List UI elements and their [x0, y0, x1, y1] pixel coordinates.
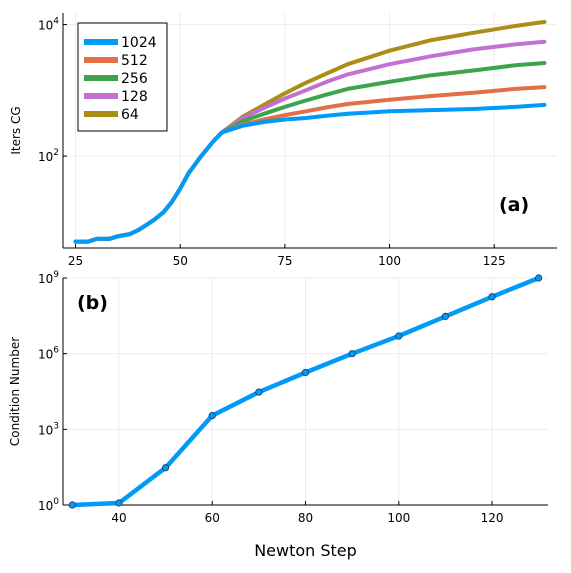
data-point [115, 499, 123, 507]
x-tick-label: 100 [387, 511, 410, 525]
legend-label-256: 256 [121, 71, 148, 87]
data-point [255, 388, 263, 396]
x-tick-label: 80 [298, 511, 313, 525]
data-point [68, 501, 76, 509]
y-tick-label: 104 [38, 17, 59, 33]
legend-label-512: 512 [121, 53, 148, 69]
legend: 1024 512 256 128 64 [77, 22, 168, 132]
legend-label-1024: 1024 [121, 35, 157, 51]
legend-label-64: 64 [121, 107, 139, 123]
x-tick-label: 60 [205, 511, 220, 525]
x-tick-label: 25 [68, 254, 83, 268]
data-point [441, 312, 450, 321]
x-tick-label: 75 [277, 254, 292, 268]
x-tick-label: 50 [173, 254, 188, 268]
y-tick-label: 109 [38, 270, 59, 286]
data-point [535, 274, 543, 282]
y-tick-label: 100 [38, 497, 59, 513]
y-axis-label: Condition Number [8, 337, 22, 446]
panel-label: (a) [499, 194, 529, 216]
panel-a: 25 50 75 100 125 Iters CG (a) 1024 512 256 128 64 [9, 13, 557, 268]
y-tick-label: 106 [38, 346, 59, 362]
data-point [208, 412, 216, 420]
data-point [348, 350, 356, 358]
y-tick-label: 102 [38, 148, 59, 164]
data-point [301, 368, 310, 377]
y-tick-label: 103 [38, 421, 59, 437]
panel-b: 40 60 80 100 120 Condition Number Newton Step (… [8, 274, 548, 560]
legend-label-128: 128 [121, 89, 148, 105]
data-point [488, 293, 496, 301]
x-tick-label: 120 [481, 511, 504, 525]
x-axis-label: Newton Step [254, 541, 357, 560]
series-line-1024 [73, 102, 547, 244]
data-point [161, 464, 170, 472]
x-tick-label: 40 [111, 511, 126, 525]
y-axis-label: Iters CG [9, 106, 23, 154]
x-tick-label: 125 [483, 254, 506, 268]
panel-label: (b) [77, 292, 108, 314]
data-point [395, 332, 403, 340]
x-tick-label: 100 [378, 254, 401, 268]
